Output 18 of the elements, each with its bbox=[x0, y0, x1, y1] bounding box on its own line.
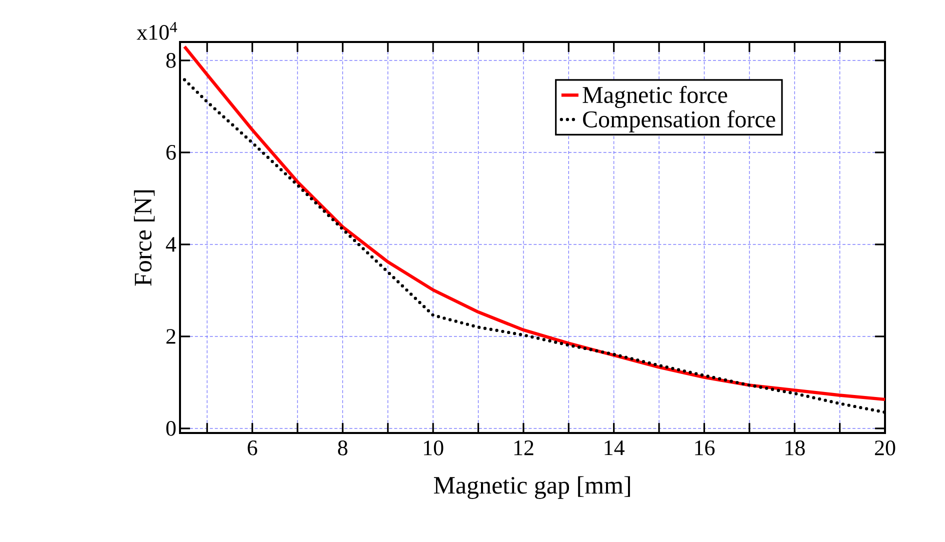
x-tick-label: 18 bbox=[786, 440, 805, 456]
x-tick-label: 8 bbox=[338, 440, 348, 456]
y-axis-title: Force [N] bbox=[134, 190, 155, 286]
y-tick-label: 4 bbox=[166, 237, 176, 252]
legend-label: Compensation force bbox=[583, 110, 776, 132]
y-tick-label: 0 bbox=[166, 420, 176, 436]
y-tick-label: 8 bbox=[166, 52, 176, 68]
x-tick-label: 10 bbox=[424, 440, 444, 456]
x-tick-label: 14 bbox=[604, 440, 625, 456]
x-tick-label: 12 bbox=[514, 440, 534, 456]
legend-label: Magnetic force bbox=[582, 86, 728, 108]
y-tick-label: 6 bbox=[166, 145, 176, 160]
x-tick-label: 6 bbox=[248, 440, 258, 456]
y-tick-label: 2 bbox=[166, 329, 176, 344]
x-tick-label: 16 bbox=[695, 440, 715, 456]
x-axis-title: Magnetic gap [mm] bbox=[434, 476, 630, 499]
text: x10$^{4}$ bbox=[136, 22, 178, 40]
x-tick-label: 20 bbox=[874, 440, 896, 456]
